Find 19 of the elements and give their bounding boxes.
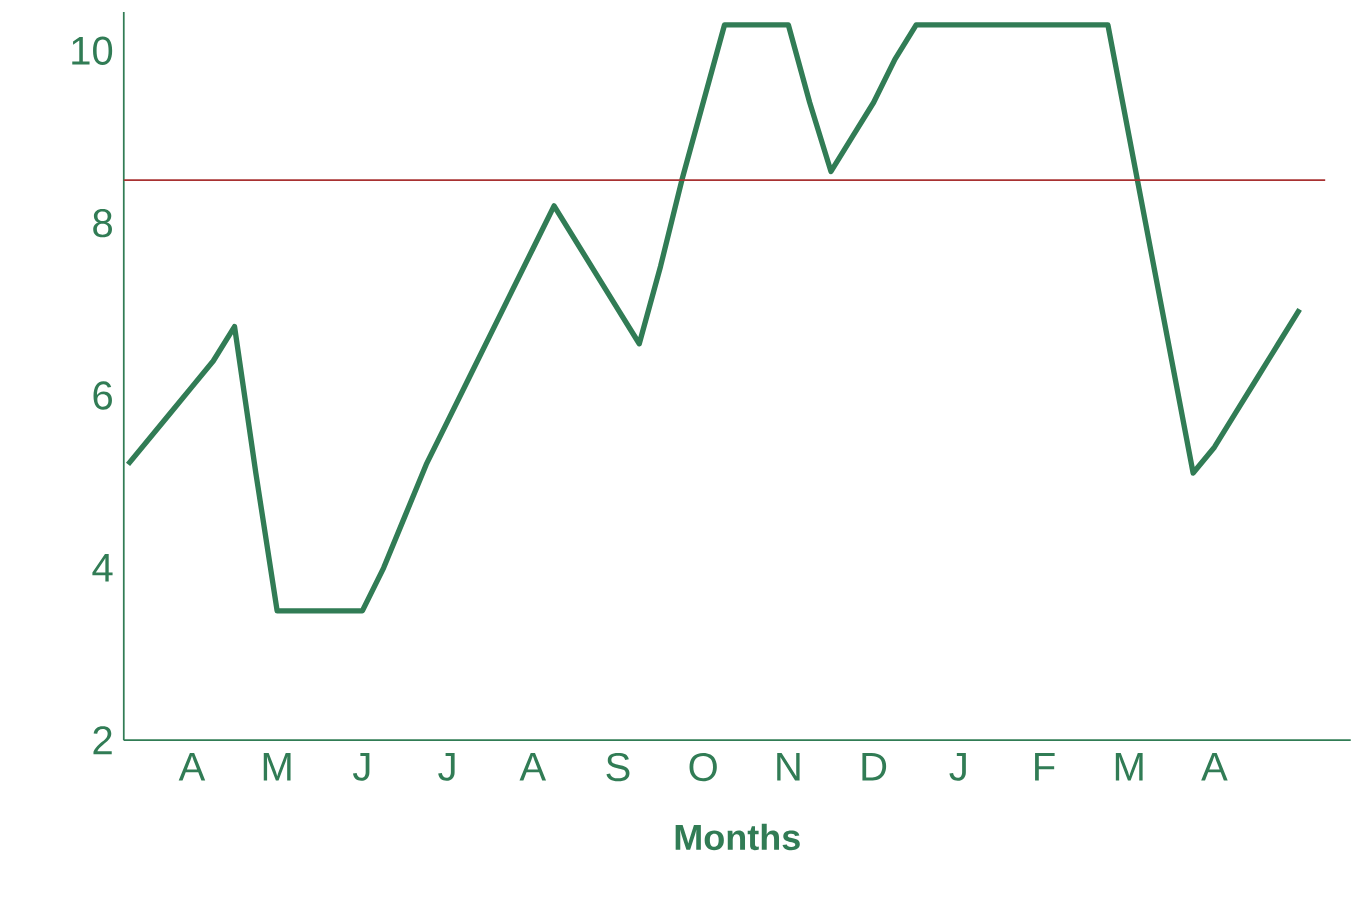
x-tick-label: D bbox=[862, 752, 887, 781]
x-tick-label: N bbox=[777, 752, 800, 781]
y-tick-label: 6 bbox=[93, 381, 112, 410]
y-tick-label: 8 bbox=[93, 209, 112, 238]
x-tick-label: J bbox=[352, 752, 370, 781]
x-tick-label: J bbox=[949, 752, 966, 781]
x-tick-label: S bbox=[606, 752, 630, 782]
x-tick-label: M bbox=[1115, 752, 1143, 781]
y-tick-label: 2 bbox=[93, 726, 112, 755]
y-tick-label: 10 bbox=[72, 36, 113, 65]
x-tick-label: M bbox=[263, 752, 291, 781]
x-tick-label: F bbox=[1035, 752, 1055, 781]
x-tick-label: A bbox=[1201, 752, 1228, 781]
x-tick-label: A bbox=[178, 752, 206, 781]
y-tick-label: 4 bbox=[92, 554, 113, 582]
x-axis-title: Months bbox=[675, 823, 800, 851]
x-tick-label: A bbox=[519, 752, 547, 781]
x-tick-label: J bbox=[438, 752, 455, 781]
x-tick-label: O bbox=[689, 752, 717, 782]
